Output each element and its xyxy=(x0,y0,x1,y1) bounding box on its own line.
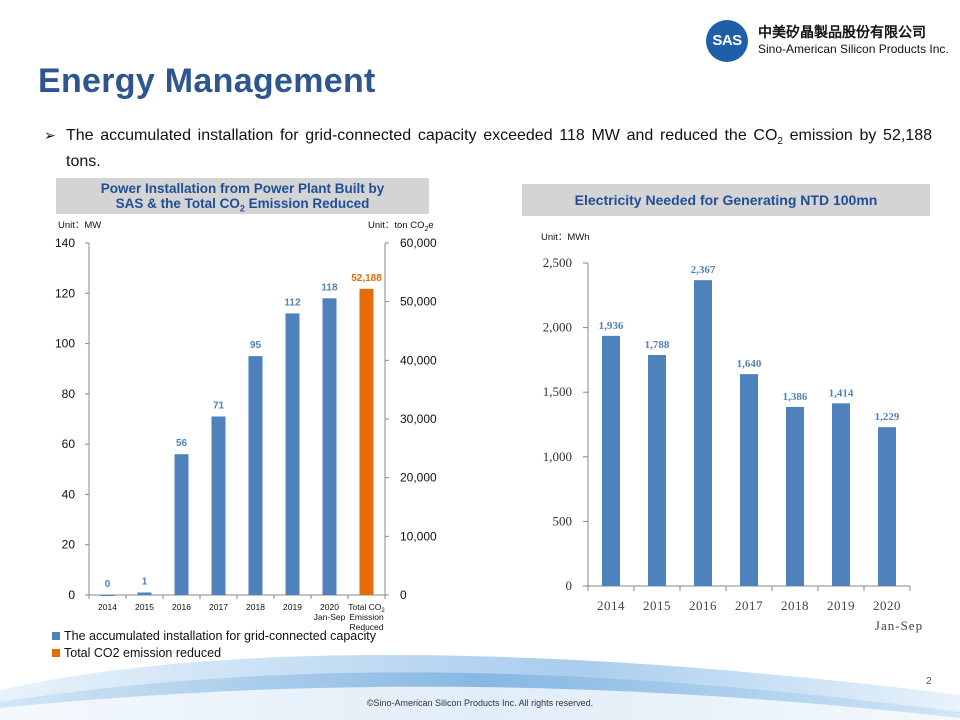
x-category-label: 2019 xyxy=(827,598,855,613)
left-y-tick-label: 100 xyxy=(55,337,75,351)
right-axis-unit: Unit：ton CO2e xyxy=(368,220,434,233)
logo-name-english: Sino-American Silicon Products Inc. xyxy=(758,42,949,56)
right-y-tick-label: 40,000 xyxy=(400,353,437,367)
data-label: 1,386 xyxy=(783,391,808,403)
x-category-subscript: 2 xyxy=(381,608,385,614)
bar xyxy=(786,406,804,586)
left-y-tick-label: 0 xyxy=(68,588,75,602)
x-category-label: 2016 xyxy=(689,598,717,613)
x-category-label: 2017 xyxy=(735,598,763,613)
data-label: 52,188 xyxy=(351,273,382,284)
left-y-tick-label: 140 xyxy=(55,236,75,250)
electricity-needed-chart: 0 500 1,000 1,500 2,000 2,500 1,936 1,788 2,367 1… xyxy=(543,255,923,633)
bar xyxy=(694,280,712,586)
page-number: 2 xyxy=(926,676,932,687)
bar-series0 xyxy=(174,454,189,595)
right-y-tick-label: 10,000 xyxy=(400,529,437,543)
y-tick-label: 1,000 xyxy=(543,449,572,464)
data-label: 95 xyxy=(250,340,262,351)
page-title: Energy Management xyxy=(38,62,376,100)
x-category-label: Emission xyxy=(349,612,384,622)
x-category-label: 2020 xyxy=(320,602,339,612)
legend-swatch-blue xyxy=(52,631,60,640)
x-category-label: 2018 xyxy=(781,598,809,613)
data-label: 1,414 xyxy=(829,387,854,399)
x-category-label: 2014 xyxy=(98,602,117,612)
bar-series0 xyxy=(100,595,115,596)
left-chart-header: Power Installation from Power Plant Buil… xyxy=(56,178,429,214)
bar-series1 xyxy=(359,288,374,595)
x-category-label: Reduced xyxy=(349,622,383,632)
x-category-label: Total CO2 xyxy=(348,602,385,614)
data-label: 1,640 xyxy=(737,358,762,370)
y-tick-label: 2,000 xyxy=(543,320,572,335)
data-label: 1,229 xyxy=(875,411,900,423)
x-category-label: 2014 xyxy=(597,598,625,613)
data-label: 112 xyxy=(284,297,301,308)
left-y-tick-label: 80 xyxy=(62,387,76,401)
x-category-label: 2016 xyxy=(172,602,191,612)
bar xyxy=(648,354,666,586)
x-category-label: 2019 xyxy=(283,602,302,612)
bar-series0 xyxy=(137,592,152,595)
data-label: 118 xyxy=(321,282,338,293)
bar-series0 xyxy=(285,313,300,595)
bar-series0 xyxy=(211,416,226,595)
company-logo: SAS 中美矽晶製品股份有限公司 Sino-American Silicon P… xyxy=(706,20,949,62)
right-chart-header: Electricity Needed for Generating NTD 10… xyxy=(522,184,930,216)
left-y-tick-label: 40 xyxy=(62,487,76,501)
decorative-wave xyxy=(0,655,960,720)
bar xyxy=(832,403,850,586)
right-y-tick-label: 60,000 xyxy=(400,236,437,250)
y-tick-label: 2,500 xyxy=(543,255,572,270)
right-y-tick-label: 30,000 xyxy=(400,412,437,426)
summary-bullet: ➢ The accumulated installation for grid-… xyxy=(44,126,932,172)
data-label: 0 xyxy=(105,579,111,590)
legend-item-installation: The accumulated installation for grid-co… xyxy=(52,629,376,643)
right-y-tick-label: 50,000 xyxy=(400,295,437,309)
data-label: 1 xyxy=(142,576,148,587)
data-label: 2,367 xyxy=(691,264,716,276)
bar xyxy=(878,427,896,586)
bar-series0 xyxy=(248,356,263,595)
left-y-tick-label: 60 xyxy=(62,437,76,451)
right-y-tick-label: 0 xyxy=(400,588,407,602)
x-category-label: 2018 xyxy=(246,602,265,612)
left-y-tick-label: 120 xyxy=(55,286,75,300)
x-category-label: Jan-Sep xyxy=(314,612,346,622)
bar xyxy=(740,374,758,586)
sas-logo-mark: SAS xyxy=(706,20,748,62)
x-category-label: 2017 xyxy=(209,602,228,612)
x-category-label: 2015 xyxy=(643,598,671,613)
right-y-tick-label: 20,000 xyxy=(400,471,437,485)
power-installation-chart: 020406080100120140010,00020,00030,00040,… xyxy=(55,236,437,632)
x-category-label: 2020 xyxy=(873,598,901,613)
data-label: 56 xyxy=(176,438,188,449)
legend-item-co2: Total CO2 emission reduced xyxy=(52,646,221,660)
data-label: 71 xyxy=(213,400,225,411)
bar xyxy=(602,335,620,586)
left-axis-unit: Unit：MW xyxy=(58,220,102,231)
arrow-bullet-icon: ➢ xyxy=(44,128,56,144)
left-chart-header-line2: SAS & the Total CO2 Emission Reduced xyxy=(115,196,370,214)
y-tick-label: 0 xyxy=(566,578,573,593)
logo-name-chinese: 中美矽晶製品股份有限公司 xyxy=(758,25,926,41)
y-tick-label: 1,500 xyxy=(543,384,572,399)
x-category-label: 2015 xyxy=(135,602,154,612)
copyright-footer: ©Sino-American Silicon Products Inc. All… xyxy=(366,698,594,708)
left-chart-header-line1: Power Installation from Power Plant Buil… xyxy=(100,181,385,196)
legend-swatch-orange xyxy=(52,648,60,657)
data-label: 1,788 xyxy=(645,339,670,351)
summary-text: The accumulated installation for grid-co… xyxy=(66,127,932,171)
data-label: 1,936 xyxy=(599,320,624,332)
left-y-tick-label: 20 xyxy=(62,538,76,552)
right-chart-unit: Unit：MWh xyxy=(541,232,590,243)
x-category-label: Jan-Sep xyxy=(875,618,923,633)
bar-series0 xyxy=(322,298,337,595)
y-tick-label: 500 xyxy=(553,513,573,528)
